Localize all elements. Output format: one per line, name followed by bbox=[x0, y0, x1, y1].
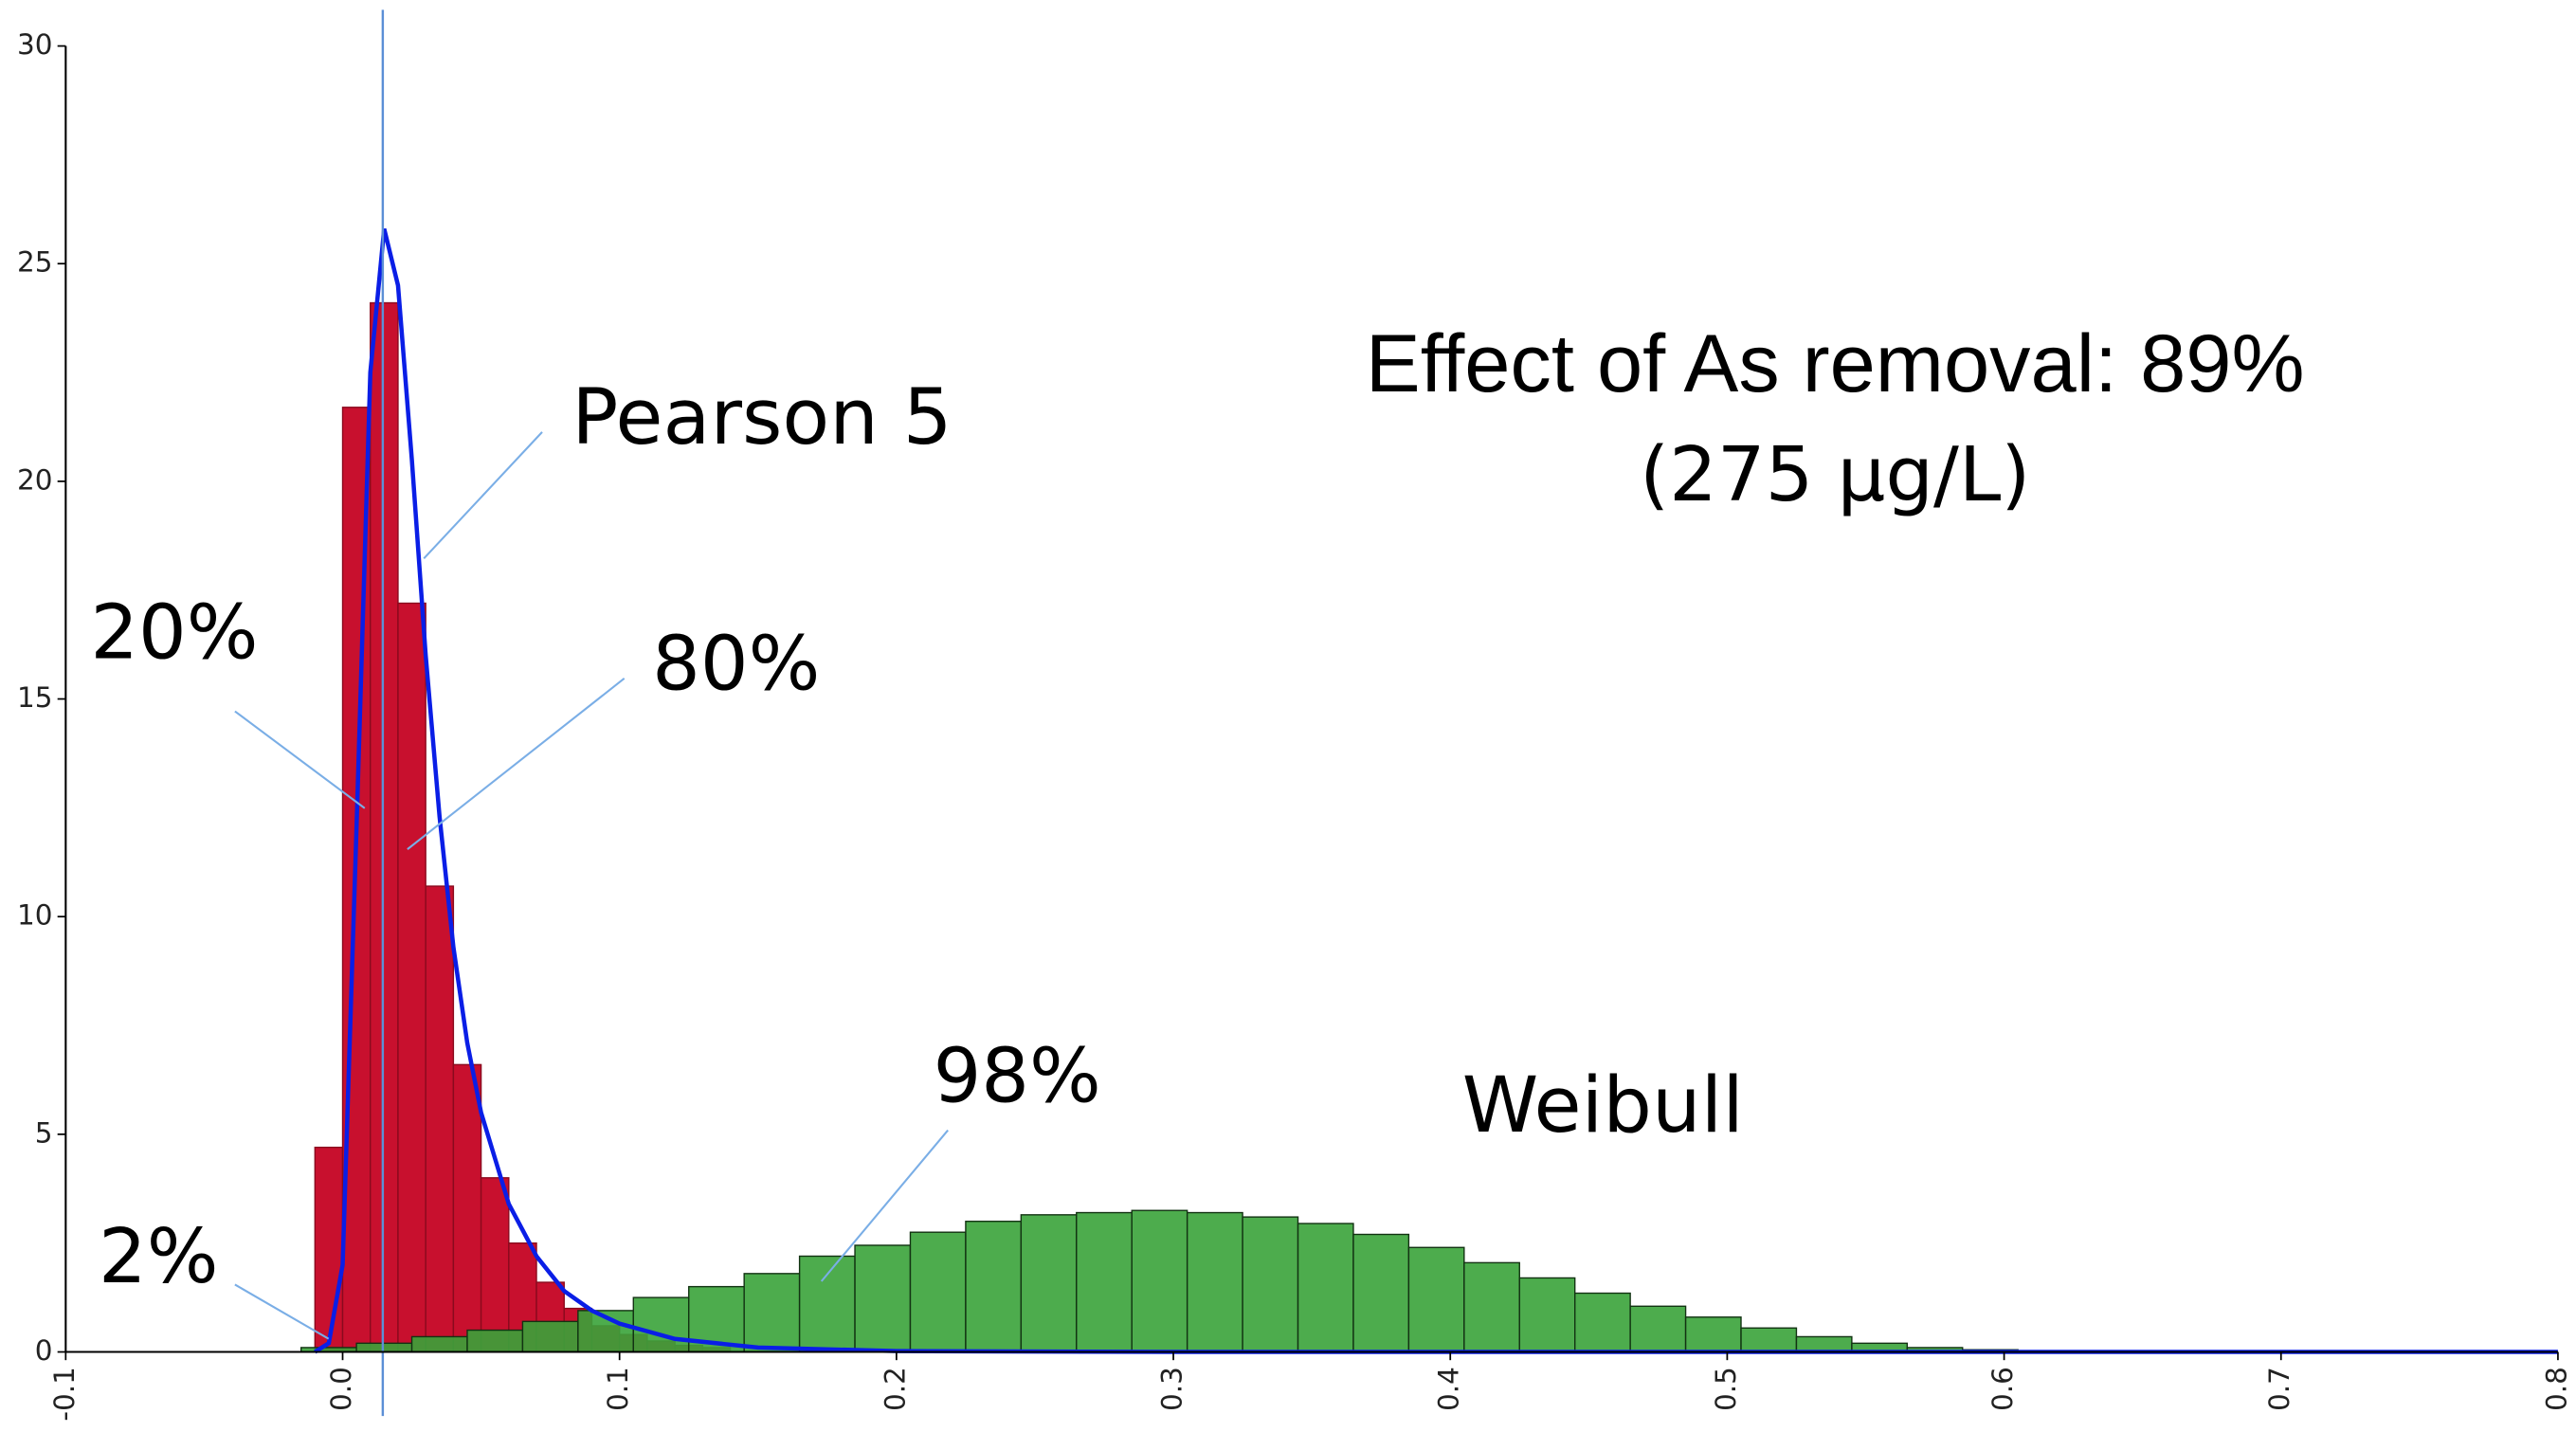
plot: 0 5 10 15 20 25 30 -0.1 0.0 0.1 0.2 0.3 0.4 0.5 0.6 0.7… bbox=[17, 9, 2572, 1422]
x-tick-label: 0.3 bbox=[1156, 1367, 1188, 1411]
y-tick-label: 15 bbox=[17, 681, 52, 714]
leader-line bbox=[820, 1129, 949, 1282]
x-tick-label: 0.8 bbox=[2540, 1367, 2572, 1411]
y-tick-label: 5 bbox=[35, 1116, 53, 1149]
histogram-bar bbox=[965, 1221, 1023, 1353]
annotation: 98% bbox=[934, 1031, 1101, 1119]
annotation: 2% bbox=[99, 1212, 218, 1300]
histogram-bar bbox=[1186, 1211, 1243, 1353]
y-tick-label: 0 bbox=[35, 1334, 53, 1367]
histogram-bar bbox=[1076, 1211, 1133, 1353]
y-tick-label: 10 bbox=[17, 899, 52, 932]
histogram-bar bbox=[1242, 1216, 1299, 1353]
annotation: Pearson 5 bbox=[571, 372, 952, 462]
histogram-bar bbox=[1297, 1223, 1354, 1353]
annotation: 20% bbox=[90, 588, 258, 676]
histogram-bar bbox=[452, 1063, 482, 1353]
density-curve bbox=[314, 227, 2558, 1354]
histogram-bar bbox=[1795, 1335, 1853, 1353]
x-tick-label: 0.7 bbox=[2263, 1367, 2295, 1411]
x-tick-label: 0.0 bbox=[325, 1367, 357, 1411]
histogram-bar bbox=[425, 885, 455, 1353]
annotation: 80% bbox=[652, 619, 820, 707]
leader-lines bbox=[234, 431, 949, 1340]
histogram-bar bbox=[397, 602, 426, 1353]
x-tick-label: 0.5 bbox=[1710, 1367, 1742, 1411]
leader-line bbox=[234, 1283, 330, 1340]
histogram-bar bbox=[1574, 1292, 1631, 1353]
histogram-bar bbox=[1131, 1209, 1188, 1353]
y-tick-label: 20 bbox=[17, 463, 52, 496]
histogram-bar bbox=[1020, 1214, 1078, 1353]
histogram-bar bbox=[521, 1320, 579, 1353]
leader-line bbox=[407, 678, 626, 850]
annotation: Weibull bbox=[1462, 1060, 1744, 1151]
histogram-bar bbox=[743, 1273, 801, 1353]
x-tick-label: 0.2 bbox=[879, 1367, 911, 1411]
leader-line bbox=[423, 431, 543, 560]
histogram-bar bbox=[466, 1329, 524, 1353]
histogram-bar bbox=[355, 1342, 413, 1353]
histogram-bar bbox=[1629, 1305, 1687, 1353]
histogram-bar bbox=[314, 1146, 344, 1353]
histogram-bar bbox=[909, 1231, 967, 1353]
x-tick-label: -0.1 bbox=[48, 1367, 81, 1421]
annotation: Effect of As removal: 89% bbox=[1366, 318, 2305, 409]
histogram-bar bbox=[1463, 1261, 1520, 1353]
leader-line bbox=[234, 710, 366, 809]
histogram-bar bbox=[1740, 1327, 1798, 1353]
y-tick-label: 30 bbox=[17, 28, 52, 61]
histogram-bar bbox=[1352, 1233, 1410, 1353]
x-tick-label: 0.6 bbox=[1986, 1367, 2019, 1411]
y-tick-label: 25 bbox=[17, 246, 52, 279]
x-tick-label: 0.1 bbox=[602, 1367, 634, 1411]
histogram-bar bbox=[632, 1296, 690, 1353]
annotation: (275 µg/L) bbox=[1640, 430, 2030, 518]
histogram-bar bbox=[370, 301, 399, 1353]
histogram-bar bbox=[1407, 1246, 1465, 1353]
x-tick-label: 0.4 bbox=[1433, 1367, 1465, 1411]
histogram-bar bbox=[854, 1244, 912, 1353]
histogram-bar bbox=[410, 1335, 468, 1353]
histogram-bar bbox=[798, 1255, 856, 1353]
histogram-bar bbox=[480, 1177, 510, 1353]
histogram-bar bbox=[1518, 1277, 1576, 1353]
histogram-bar bbox=[1684, 1316, 1742, 1353]
